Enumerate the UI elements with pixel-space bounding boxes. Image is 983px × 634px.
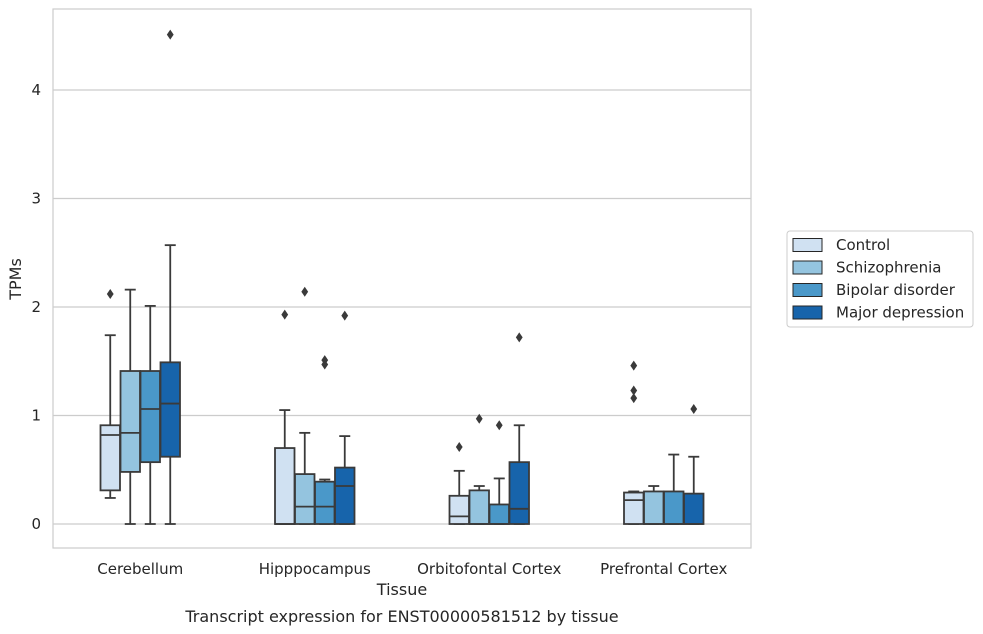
box-body [623, 491, 645, 525]
legend-swatch [792, 238, 823, 252]
outlier-point [630, 360, 638, 371]
box-body [294, 473, 316, 525]
x-tick-label: Prefrontal Cortex [600, 560, 727, 578]
outlier-point [321, 355, 329, 366]
y-tick-label: 2 [31, 298, 41, 316]
box-body [643, 490, 665, 525]
box-body [448, 494, 470, 525]
box-body [119, 370, 141, 473]
box-major-depression-1 [334, 310, 356, 525]
outlier-point [301, 286, 309, 297]
x-axis: Cerebellum Hipppocampus Orbitofontal Corte… [97, 560, 727, 578]
outlier-point [515, 332, 523, 343]
legend-swatch [792, 305, 823, 320]
outlier-point [630, 385, 638, 396]
box-body [508, 461, 530, 525]
box-control-0 [99, 288, 121, 499]
legend-swatch [792, 260, 823, 275]
box-body [314, 480, 336, 525]
box-bipolar-disorder-2 [488, 420, 510, 525]
box-body [683, 492, 705, 525]
legend-label: Major depression [836, 304, 964, 322]
y-axis: 0 1 2 3 4 [31, 81, 41, 533]
legend-swatch [792, 283, 823, 297]
outlier-point [106, 288, 114, 299]
box-bipolar-disorder-3 [663, 453, 685, 525]
x-tick-label: Orbitofontal Cortex [417, 560, 561, 578]
box-bipolar-disorder-1 [314, 355, 336, 525]
box-schizophrenia-2 [468, 413, 490, 525]
y-tick-label: 4 [31, 81, 41, 99]
box-schizophrenia-3 [643, 485, 665, 525]
legend-frame [786, 230, 974, 328]
legend-label: Schizophrenia [836, 259, 941, 277]
outlier-point [495, 420, 503, 431]
x-tick-label: Cerebellum [97, 560, 183, 578]
y-axis-label: TPMs [6, 258, 25, 301]
x-axis-label: Tissue [376, 580, 427, 599]
y-tick-label: 3 [31, 190, 41, 208]
box-plots [99, 29, 705, 525]
y-tick-label: 1 [31, 407, 41, 425]
plot-frame [52, 8, 752, 549]
box-major-depression-3 [683, 403, 705, 525]
box-body [468, 489, 490, 525]
box-control-2 [448, 441, 470, 525]
chart-caption: Transcript expression for ENST0000058151… [184, 607, 618, 626]
x-tick-label: Hipppocampus [259, 560, 371, 578]
box-major-depression-2 [508, 332, 530, 525]
outlier-point [281, 309, 289, 320]
legend: Control Schizophrenia Bipolar disorder Majo… [786, 230, 974, 328]
box-schizophrenia-0 [119, 288, 141, 525]
box-body [159, 361, 181, 458]
box-body [139, 370, 161, 464]
outlier-point [455, 441, 463, 452]
outlier-point [166, 29, 174, 40]
y-tick-label: 0 [31, 515, 41, 533]
box-body [334, 466, 356, 525]
legend-label: Control [836, 236, 890, 254]
box-control-1 [274, 309, 296, 525]
box-major-depression-0 [159, 29, 181, 525]
legend-label: Bipolar disorder [836, 281, 956, 299]
box-body [274, 447, 296, 525]
box-control-3 [623, 360, 645, 525]
box-body [488, 503, 510, 525]
outlier-point [475, 413, 483, 424]
box-bipolar-disorder-0 [139, 305, 161, 525]
box-schizophrenia-1 [294, 286, 316, 525]
box-body [663, 490, 685, 525]
outlier-point [341, 310, 349, 321]
outlier-point [630, 393, 638, 404]
outlier-point [690, 403, 698, 414]
